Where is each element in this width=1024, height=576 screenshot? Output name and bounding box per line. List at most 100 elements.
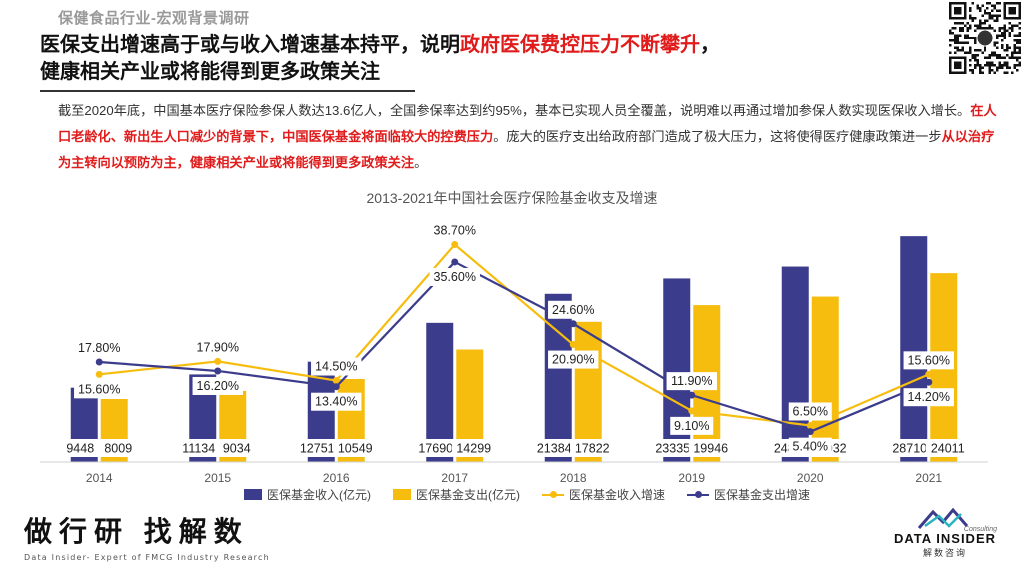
income-growth-label: 9.10% — [674, 419, 709, 433]
bar-income-value-label: 23335 — [655, 442, 690, 456]
x-tick-label: 2019 — [678, 471, 705, 485]
expense-growth-point — [806, 428, 814, 436]
bar-expense-value-label-bg — [451, 439, 496, 457]
bar-expense — [811, 296, 839, 462]
expense-growth-label: 13.40% — [315, 395, 357, 409]
bar-expense — [337, 379, 365, 462]
income-growth-label: 14.50% — [315, 360, 357, 374]
chart-title: 2013-2021年中国社会医疗保险基金收支及增速 — [366, 190, 658, 206]
bar-income-value-label: 28710 — [892, 442, 927, 456]
intro-text-3: 。 — [414, 155, 428, 170]
company-logo: Consulting DATA INSIDER 解数咨询 — [885, 508, 1005, 568]
expense-growth-label-bg — [548, 300, 599, 319]
income-growth-point — [688, 407, 696, 415]
page-title: 医保支出增速高于或与收入增速基本持平，说明政府医保费控压力不断攀升， 健康相关产… — [40, 32, 930, 86]
income-growth-label: 20.90% — [552, 353, 594, 367]
expense-growth-point — [451, 258, 459, 266]
legend-swatch-income — [244, 489, 262, 500]
title-underline — [40, 90, 415, 92]
expense-growth-label-bg — [903, 388, 954, 407]
income-growth-point — [569, 341, 577, 349]
income-growth-label-bg — [74, 380, 125, 399]
legend-swatch-expense-growth — [687, 489, 710, 500]
intro-text-1: 截至2020年底，中国基本医疗保险参保人数达13.6亿人，全国参保率达到约95%… — [58, 103, 971, 118]
bar-income-value-label-bg — [176, 439, 221, 457]
bar-expense — [219, 390, 247, 462]
income-growth-label: 17.90% — [197, 340, 239, 354]
bar-income-value-label-bg — [413, 439, 458, 457]
income-growth-point — [95, 370, 103, 378]
intro-paragraph: 截至2020年底，中国基本医疗保险参保人数达13.6亿人，全国参保率达到约95%… — [58, 98, 1006, 176]
bar-income-value-label: 24846 — [774, 442, 809, 456]
expense-growth-point — [95, 358, 103, 366]
bar-expense-value-label: 19946 — [693, 442, 728, 456]
income-growth-label: 38.70% — [434, 224, 476, 238]
bar-expense-value-label-bg — [100, 439, 137, 457]
bar-income-value-label: 9448 — [66, 442, 94, 456]
legend-swatch-income-growth — [542, 489, 564, 500]
legend-item-expense-growth: 医保基金支出增速 — [687, 486, 810, 503]
income-growth-point — [332, 377, 340, 385]
expense-growth-point — [569, 320, 577, 328]
bar-expense-value-label-bg — [925, 439, 970, 457]
qr-code-icon — [949, 2, 1021, 74]
income-growth-label-bg — [192, 338, 243, 357]
title-punct: ， — [700, 34, 720, 56]
income-growth-label-bg — [903, 351, 954, 370]
expense-growth-point — [925, 378, 933, 386]
bar-income-value-label-bg — [295, 439, 340, 457]
intro-highlight-2: 从以治疗为主转向以预防为主，健康相关产业或将能得到更多政策关注 — [58, 129, 995, 170]
legend-label-income: 医保基金收入(亿元) — [267, 488, 371, 502]
legend-item-income: 医保基金收入(亿元) — [244, 486, 371, 503]
expense-growth-label: 14.20% — [908, 390, 950, 404]
bar-income-value-label: 11134 — [182, 442, 215, 456]
expense-growth-line — [99, 260, 930, 433]
income-growth-label-bg — [311, 357, 362, 376]
income-growth-line — [99, 243, 930, 427]
expense-growth-point — [688, 391, 696, 399]
x-tick-label: 2015 — [204, 471, 231, 485]
bar-expense-value-label: 14299 — [456, 442, 491, 456]
bar-income — [307, 361, 335, 462]
bar-expense — [456, 349, 484, 462]
bar-expense-value-label-bg — [570, 439, 615, 457]
expense-growth-label-bg — [666, 372, 717, 391]
x-tick-label: 2014 — [86, 471, 113, 485]
legend-label-expense: 医保基金支出(亿元) — [416, 488, 520, 502]
bar-income-value-label: 21384 — [537, 442, 572, 456]
legend-swatch-expense — [393, 489, 411, 500]
bar-income-value-label-bg — [532, 439, 577, 457]
expense-growth-label: 35.60% — [434, 270, 476, 284]
title-text: 医保支出增速高于或与收入增速基本持平，说明 — [40, 34, 460, 56]
bar-income-value-label-bg — [887, 439, 932, 457]
bar-income — [189, 374, 217, 462]
legend-item-income-growth: 医保基金收入增速 — [542, 486, 665, 503]
brand-slogan: 做行研 找解数 — [24, 516, 249, 547]
title-highlight: 政府医保费控压力不断攀升 — [460, 34, 700, 56]
bar-income — [900, 236, 928, 462]
expense-growth-label-bg — [192, 376, 243, 395]
income-growth-point — [925, 370, 933, 378]
income-growth-label: 15.60% — [908, 353, 950, 367]
income-growth-label-bg — [788, 402, 832, 421]
legend-label-income-growth: 医保基金收入增速 — [569, 488, 666, 502]
income-growth-label-bg — [429, 221, 480, 240]
bar-expense — [100, 398, 128, 462]
expense-growth-label: 17.80% — [78, 341, 120, 355]
expense-growth-label: 11.90% — [671, 374, 712, 388]
logo-consulting: Consulting — [963, 526, 997, 533]
chart-legend: 医保基金收入(亿元) 医保基金支出(亿元) 医保基金收入增速 医保基金支出增速 — [244, 486, 810, 503]
bar-income-value-label: 17690 — [418, 442, 453, 456]
expense-growth-label-bg — [788, 437, 832, 456]
income-growth-label: 15.60% — [78, 382, 120, 396]
bar-expense-value-label: 21032 — [812, 442, 847, 456]
expense-growth-label: 16.20% — [197, 379, 239, 393]
logo-mark-icon — [917, 508, 969, 529]
title-line-2: 健康相关产业或将能得到更多政策关注 — [40, 61, 380, 83]
bar-income-value-label-bg — [62, 439, 99, 457]
x-tick-label: 2021 — [915, 471, 942, 485]
bar-expense-value-label: 10549 — [338, 442, 373, 456]
expense-growth-label-bg — [429, 267, 480, 286]
brand-tagline: Data Insider- Expert of FMCG Industry Re… — [24, 553, 270, 562]
bar-expense-value-label: 8009 — [104, 442, 132, 456]
